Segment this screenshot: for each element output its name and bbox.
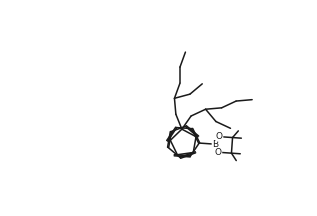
Text: B: B	[212, 140, 218, 149]
Text: O: O	[216, 132, 223, 141]
Text: O: O	[215, 148, 222, 157]
